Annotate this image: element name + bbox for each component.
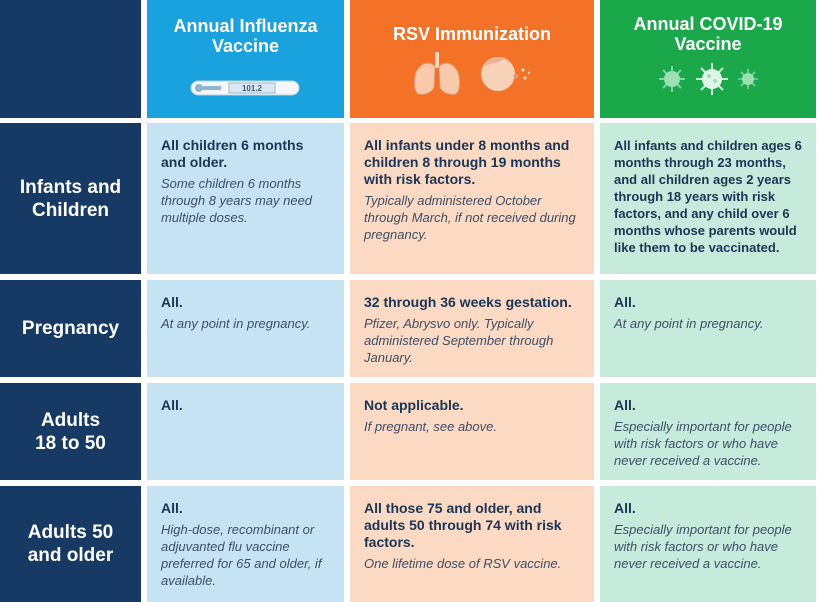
cell-note: Typically administered October through M… — [364, 193, 576, 242]
cell-infants-covid: All infants and children ages 6 months t… — [600, 123, 816, 274]
cell-main: All those 75 and older, and adults 50 th… — [364, 500, 562, 550]
cell-main: All. — [161, 397, 183, 413]
cell-main: 32 through 36 weeks gestation. — [364, 294, 572, 310]
cell-main: All infants and children ages 6 months t… — [614, 138, 802, 255]
cell-main: All. — [614, 294, 636, 310]
cell-adults-50-plus-covid: All. Especially important for people wit… — [600, 486, 816, 602]
header-rsv: RSV Immunization — [350, 0, 594, 118]
row-label-adults-50-plus: Adults 50 and older — [0, 486, 141, 602]
cell-main: All. — [614, 500, 636, 516]
child-cough-icon — [481, 57, 531, 91]
cell-pregnancy-covid: All. At any point in pregnancy. — [600, 280, 816, 377]
cell-note: Pfizer, Abrysvo only. Typically administ… — [364, 316, 554, 365]
cell-main: All. — [614, 397, 636, 413]
thermometer-reading: 101.2 — [241, 84, 262, 93]
cell-note: At any point in pregnancy. — [161, 316, 311, 331]
cell-adults-50-plus-rsv: All those 75 and older, and adults 50 th… — [350, 486, 594, 602]
cell-main: All infants under 8 months and children … — [364, 137, 570, 187]
cell-main: Not applicable. — [364, 397, 464, 413]
cell-note: At any point in pregnancy. — [614, 316, 764, 331]
header-flu: Annual Influenza Vaccine 101.2 — [147, 0, 344, 118]
cell-main: All children 6 months and older. — [161, 137, 304, 170]
cell-note: Some children 6 months through 8 years m… — [161, 176, 313, 225]
cell-main: All. — [161, 500, 183, 516]
cell-note: One lifetime dose of RSV vaccine. — [364, 556, 562, 571]
cell-adults-18-50-flu: All. — [147, 383, 344, 480]
header-covid-title: Annual COVID-19 Vaccine — [633, 14, 783, 54]
cell-adults-50-plus-flu: All. High-dose, recombinant or adjuvante… — [147, 486, 344, 602]
header-rsv-title: RSV Immunization — [392, 24, 551, 44]
cell-infants-flu: All children 6 months and older. Some ch… — [147, 123, 344, 274]
corner-cell — [0, 0, 141, 118]
cell-adults-18-50-rsv: Not applicable. If pregnant, see above. — [350, 383, 594, 480]
cell-infants-rsv: All infants under 8 months and children … — [350, 123, 594, 274]
thermometer-icon: 101.2 — [147, 75, 344, 101]
cell-note: High-dose, recombinant or adjuvanted flu… — [161, 522, 322, 588]
lungs-icon — [413, 52, 461, 95]
cell-note: If pregnant, see above. — [364, 419, 497, 434]
header-covid: Annual COVID-19 Vaccine — [600, 0, 816, 118]
cell-main: All. — [161, 294, 183, 310]
row-label-infants: Infants and Children — [0, 123, 141, 274]
cell-note: Especially important for people with ris… — [614, 419, 792, 468]
row-label-adults-18-50: Adults 18 to 50 — [0, 383, 141, 480]
row-label-pregnancy: Pregnancy — [0, 280, 141, 377]
cell-note: Especially important for people with ris… — [614, 522, 792, 571]
header-flu-title: Annual Influenza Vaccine — [173, 16, 318, 56]
cell-pregnancy-flu: All. At any point in pregnancy. — [147, 280, 344, 377]
virus-icon — [600, 62, 816, 96]
cell-pregnancy-rsv: 32 through 36 weeks gestation. Pfizer, A… — [350, 280, 594, 377]
cell-adults-18-50-covid: All. Especially important for people wit… — [600, 383, 816, 480]
